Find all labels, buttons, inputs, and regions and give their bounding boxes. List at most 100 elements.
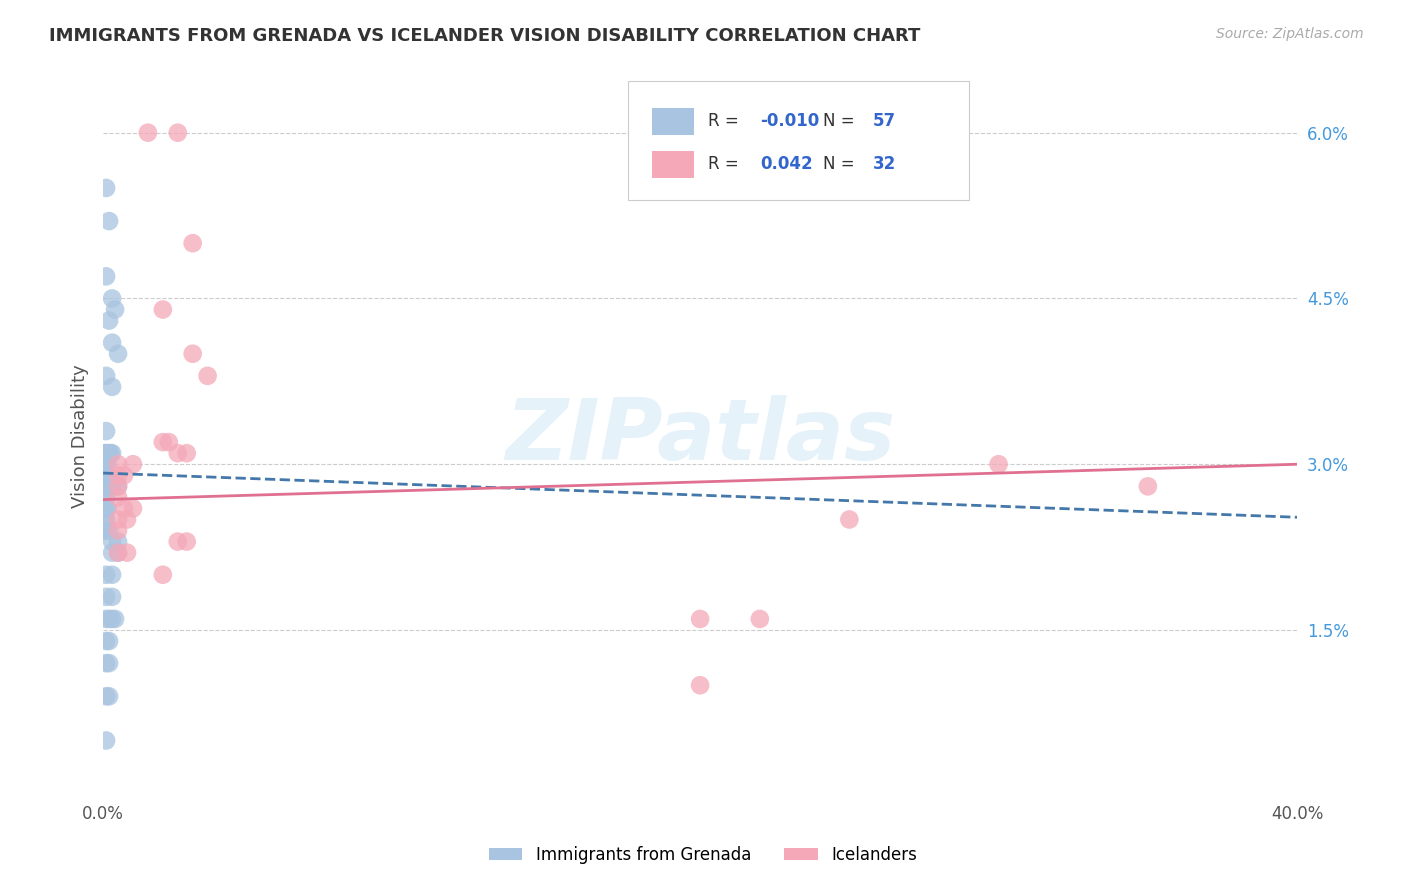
Point: [98, 612, 121, 626]
Point: [107, 479, 129, 493]
Point: [97, 446, 120, 460]
Point: [181, 236, 204, 251]
Point: [107, 546, 129, 560]
Point: [98, 634, 121, 648]
Point: [122, 501, 145, 516]
Point: [115, 546, 138, 560]
Point: [689, 612, 711, 626]
Point: [181, 347, 204, 361]
Point: [93, 479, 115, 493]
Point: [98, 656, 121, 670]
Point: [101, 292, 124, 306]
FancyBboxPatch shape: [652, 151, 695, 178]
Text: R =: R =: [709, 112, 744, 130]
Point: [152, 567, 174, 582]
Point: [107, 534, 129, 549]
Point: [94, 468, 117, 483]
Text: Source: ZipAtlas.com: Source: ZipAtlas.com: [1216, 27, 1364, 41]
Point: [94, 656, 117, 670]
Point: [94, 567, 117, 582]
Point: [107, 457, 129, 471]
Point: [94, 479, 117, 493]
Point: [98, 446, 121, 460]
Point: [94, 524, 117, 538]
Point: [107, 479, 129, 493]
Point: [97, 501, 120, 516]
Point: [93, 468, 115, 483]
Point: [98, 214, 121, 228]
Point: [1136, 479, 1159, 493]
Point: [94, 501, 117, 516]
Point: [101, 380, 124, 394]
Y-axis label: Vision Disability: Vision Disability: [72, 365, 89, 508]
Text: 57: 57: [873, 112, 897, 130]
Point: [93, 524, 115, 538]
Point: [122, 457, 145, 471]
Text: 0.042: 0.042: [759, 155, 813, 173]
Point: [176, 446, 198, 460]
Point: [104, 612, 127, 626]
Point: [94, 446, 117, 460]
Point: [100, 446, 122, 460]
Point: [98, 313, 121, 327]
Point: [101, 567, 124, 582]
Point: [94, 512, 117, 526]
Point: [152, 435, 174, 450]
Point: [987, 457, 1010, 471]
Point: [97, 457, 120, 471]
Point: [166, 126, 188, 140]
Point: [136, 126, 159, 140]
Point: [101, 446, 124, 460]
Legend: Immigrants from Grenada, Icelanders: Immigrants from Grenada, Icelanders: [482, 839, 924, 871]
Point: [94, 612, 117, 626]
Point: [748, 612, 770, 626]
Point: [104, 302, 127, 317]
Point: [107, 347, 129, 361]
Text: -0.010: -0.010: [759, 112, 820, 130]
FancyBboxPatch shape: [652, 108, 695, 135]
Point: [101, 479, 124, 493]
Point: [94, 269, 117, 284]
Point: [838, 512, 860, 526]
Point: [94, 457, 117, 471]
Point: [107, 524, 129, 538]
Point: [93, 512, 115, 526]
Point: [166, 534, 188, 549]
Point: [98, 468, 121, 483]
Point: [94, 181, 117, 195]
Point: [101, 590, 124, 604]
Point: [176, 534, 198, 549]
Point: [93, 457, 115, 471]
Point: [112, 501, 135, 516]
Text: R =: R =: [709, 155, 749, 173]
Text: IMMIGRANTS FROM GRENADA VS ICELANDER VISION DISABILITY CORRELATION CHART: IMMIGRANTS FROM GRENADA VS ICELANDER VIS…: [49, 27, 921, 45]
Text: N =: N =: [823, 112, 860, 130]
Point: [115, 512, 138, 526]
Point: [101, 546, 124, 560]
Point: [107, 491, 129, 505]
Point: [98, 524, 121, 538]
Point: [98, 690, 121, 704]
Point: [93, 446, 115, 460]
Point: [197, 368, 219, 383]
Point: [101, 335, 124, 350]
Point: [94, 634, 117, 648]
Point: [94, 590, 117, 604]
Point: [94, 690, 117, 704]
Point: [94, 491, 117, 505]
Point: [94, 733, 117, 747]
Point: [107, 468, 129, 483]
Point: [689, 678, 711, 692]
Point: [152, 302, 174, 317]
Point: [157, 435, 180, 450]
Point: [94, 368, 117, 383]
Point: [93, 501, 115, 516]
Point: [93, 491, 115, 505]
Point: [107, 512, 129, 526]
Text: ZIPatlas: ZIPatlas: [505, 395, 896, 478]
Point: [101, 534, 124, 549]
FancyBboxPatch shape: [628, 81, 969, 200]
Text: N =: N =: [823, 155, 860, 173]
Point: [166, 446, 188, 460]
Text: 32: 32: [873, 155, 897, 173]
